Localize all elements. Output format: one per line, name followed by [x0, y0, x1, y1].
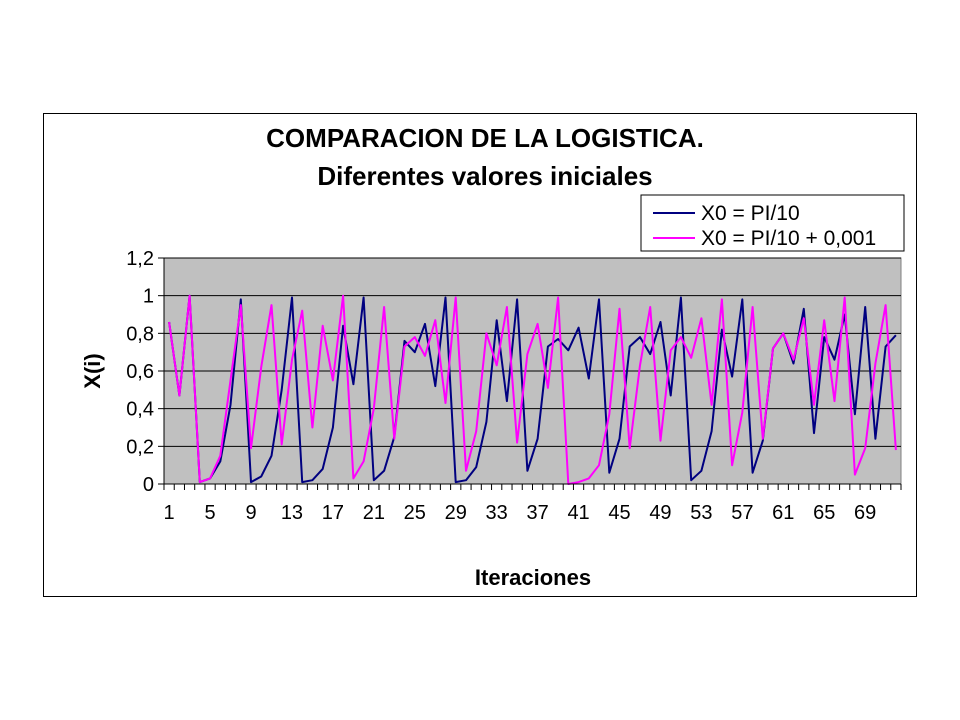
legend: X0 = PI/10 X0 = PI/10 + 0,001 [640, 194, 905, 252]
legend-label-series-1: X0 = PI/10 [701, 202, 800, 225]
y-tick-label: 0 [143, 474, 154, 496]
x-tick-label: 21 [363, 502, 385, 524]
chart-subtitle: Diferentes valores iniciales [317, 161, 652, 191]
x-tick-label: 57 [731, 502, 753, 524]
series-layer [168, 294, 897, 485]
y-tick-label: 0,2 [126, 436, 154, 458]
x-tick-label: 1 [164, 502, 175, 524]
x-tick-label: 9 [245, 502, 256, 524]
y-tick-label: 0,4 [126, 399, 154, 421]
y-tick-label: 0,8 [126, 323, 154, 345]
y-tick-label: 1,2 [126, 248, 154, 270]
chart-title: COMPARACION DE LA LOGISTICA. [266, 123, 704, 153]
x-tick-label: 61 [772, 502, 794, 524]
x-tick-label: 25 [404, 502, 426, 524]
x-tick-label: 69 [854, 502, 876, 524]
x-tick-label: 53 [690, 502, 712, 524]
y-tick-label: 0,6 [126, 361, 154, 383]
legend-box [640, 194, 905, 252]
x-tick-label: 5 [205, 502, 216, 524]
x-tick-label: 65 [813, 502, 835, 524]
series-line-2 [168, 294, 897, 485]
x-tick-label: 29 [445, 502, 467, 524]
chart-svg: COMPARACION DE LA LOGISTICA. Diferentes … [80, 123, 905, 590]
x-axis-title: Iteraciones [475, 565, 591, 590]
x-tick-label: 37 [526, 502, 548, 524]
x-tick-label: 13 [281, 502, 303, 524]
x-tick-label: 17 [322, 502, 344, 524]
y-axis-title: X(i) [80, 353, 105, 388]
axes-layer: 0 0,2 0,4 0,6 0,8 1 1,2 1 5 9 13 17 21 25 29 33 37 41 45 49… [126, 248, 902, 524]
chart-frame: COMPARACION DE LA LOGISTICA. Diferentes … [43, 113, 917, 597]
legend-label-series-2: X0 = PI/10 + 0,001 [701, 227, 876, 250]
x-tick-label: 33 [486, 502, 508, 524]
x-tick-label: 45 [608, 502, 630, 524]
y-tick-label: 1 [143, 286, 154, 308]
x-tick-label: 49 [649, 502, 671, 524]
x-tick-label: 41 [567, 502, 589, 524]
